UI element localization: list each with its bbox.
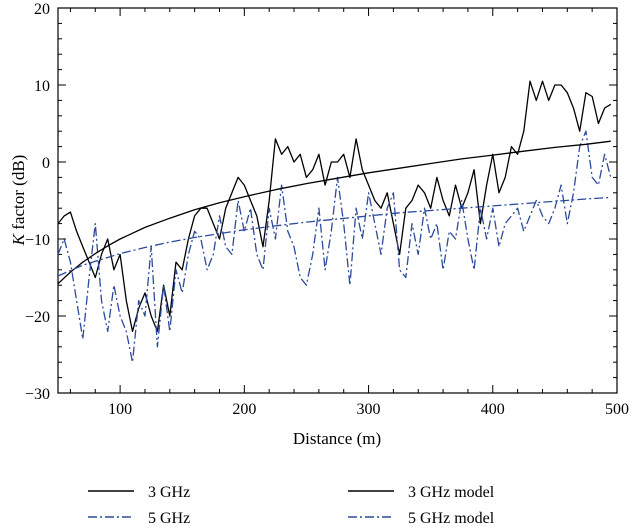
series-line-3 [57, 140, 611, 285]
y-tick-label: 10 [34, 78, 50, 95]
x-tick-label: 500 [605, 401, 629, 418]
y-tick-label: −30 [25, 386, 50, 403]
y-axis-label-rest: factor (dB) [9, 155, 28, 234]
x-tick-label: 200 [232, 401, 256, 418]
series-line-4 [57, 196, 611, 277]
x-tick-label: 300 [357, 401, 381, 418]
legend-label: 5 GHz model [408, 510, 495, 527]
axis-ticks [58, 7, 618, 394]
y-tick-label: 0 [42, 155, 50, 172]
series-line-1 [57, 80, 612, 333]
legend-label: 3 GHz model [408, 484, 495, 501]
x-tick-label: 100 [108, 401, 132, 418]
y-axis-label: K factor (dB) [9, 155, 28, 247]
x-axis-label: Distance (m) [293, 429, 381, 448]
legend-label: 5 GHz [148, 510, 190, 527]
y-tick-label: −10 [25, 232, 50, 249]
series-lines [57, 80, 612, 363]
series-line-2 [57, 130, 612, 363]
legend-label: 3 GHz [148, 484, 190, 501]
y-axis-label-italic: K [9, 232, 28, 246]
y-tick-label: 20 [34, 1, 50, 18]
legend: 3 GHz 3 GHz model 5 GHz 5 GHz model [88, 484, 495, 527]
y-tick-label: −20 [25, 309, 50, 326]
plot-frame [57, 7, 618, 394]
x-tick-label: 400 [481, 401, 505, 418]
tick-labels: 100 200 300 400 500 −30 −20 −10 0 10 20 [25, 1, 629, 418]
